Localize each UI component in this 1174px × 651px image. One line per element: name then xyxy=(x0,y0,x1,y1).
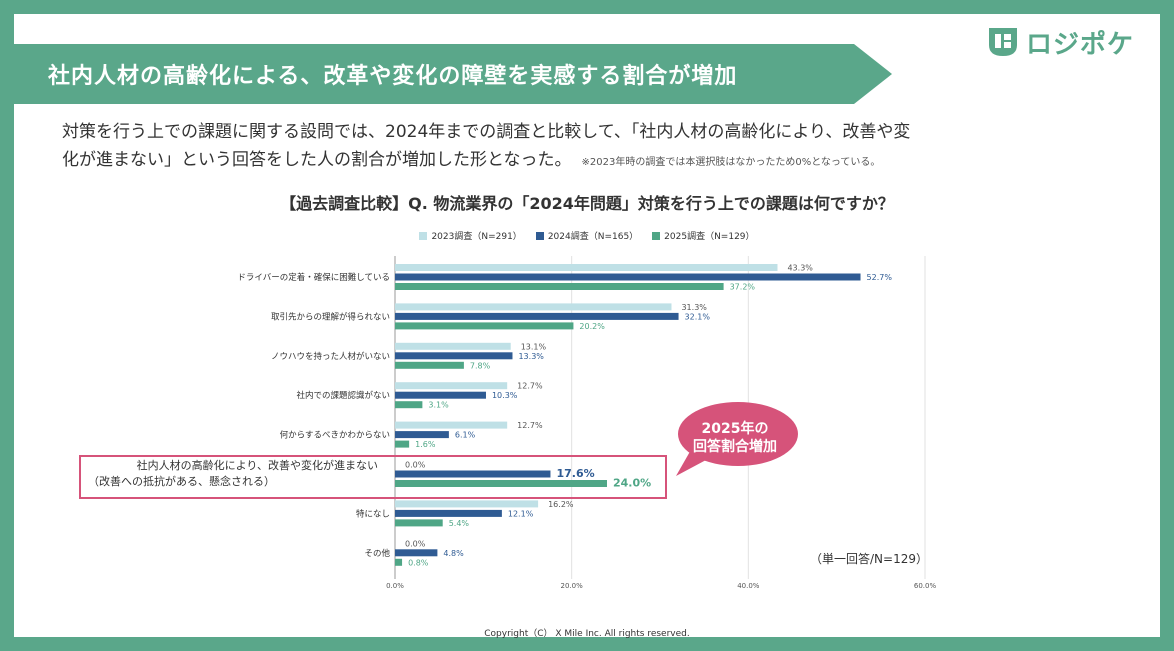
category-label: 何からするべきかわからない xyxy=(280,430,390,441)
data-label: 20.2% xyxy=(579,322,605,331)
chart-title: 【過去調査比較】Q. 物流業界の「2024年問題」対策を行う上での課題は何ですか… xyxy=(280,194,894,213)
bar xyxy=(395,342,511,350)
data-label: 12.1% xyxy=(508,509,534,518)
bar xyxy=(395,431,449,439)
data-label: 13.1% xyxy=(521,342,547,351)
callout-line-2: 回答割合増加 xyxy=(693,439,777,455)
data-label: 0.0% xyxy=(405,539,426,548)
data-label: 37.2% xyxy=(730,283,756,292)
category-label: ノウハウを持った人材がいない xyxy=(271,351,390,362)
slide: 社内人材の高齢化による、改革や変化の障壁を実感する割合が増加 ロジポケ 対策を行… xyxy=(14,14,1160,639)
bar xyxy=(395,509,502,517)
x-tick-label: 60.0% xyxy=(914,582,937,590)
legend-item-2025: 2025調査（N=129） xyxy=(652,229,755,242)
legend-label-2025: 2025調査（N=129） xyxy=(664,232,755,242)
legend-item-2024: 2024調査（N=165） xyxy=(535,229,639,242)
data-label: 7.8% xyxy=(470,361,491,370)
callout-text: 2025年の 回答割合増加 xyxy=(670,420,800,456)
bar xyxy=(395,401,423,409)
bar xyxy=(395,382,508,390)
data-label: 3.1% xyxy=(428,401,449,410)
bar xyxy=(395,470,551,478)
category-label: その他 xyxy=(364,548,390,559)
bar xyxy=(395,264,778,271)
data-label: 1.6% xyxy=(415,440,436,449)
bar-chart: 0.0% 20.0% 40.0% 60.0% ドライバーの定着・確保に困難している 43.… xyxy=(79,256,937,590)
legend-label-2024: 2024調査（N=165） xyxy=(547,232,639,242)
category-label: ドライバーの定着・確保に困難している xyxy=(237,272,390,283)
category-label: 社内での課題認識がない xyxy=(296,390,390,401)
brand-logo: ロジポケ xyxy=(986,22,1134,62)
legend-swatch-2025 xyxy=(652,231,661,240)
data-label: 13.3% xyxy=(518,352,544,361)
intro-note: ※2023年時の調査では本選択肢はなかったため0%となっている。 xyxy=(581,157,881,168)
bar xyxy=(395,273,861,281)
highlight-callout: 2025年の 回答割合増加 xyxy=(670,398,800,478)
legend-swatch-2024 xyxy=(535,231,544,240)
chart-legend: 2023調査（N=291） 2024調査（N=165） 2025調査（N=129… xyxy=(14,229,1160,242)
callout-bubble xyxy=(676,402,798,476)
category-sublabel: （改善への抵抗がある、懸念される） xyxy=(88,474,275,488)
intro-line-1: 対策を行う上での課題に関する設問では、2024年までの調査と比較して、「社内人材… xyxy=(62,122,911,142)
category-label: 特になし xyxy=(356,508,390,519)
bar xyxy=(395,361,464,369)
data-label: 12.7% xyxy=(517,382,543,391)
intro-text: 対策を行う上での課題に関する設問では、2024年までの調査と比較して、「社内人材… xyxy=(62,118,1142,177)
data-label: 6.1% xyxy=(455,431,476,440)
bar xyxy=(395,480,607,487)
data-label: 5.4% xyxy=(449,519,470,528)
bar xyxy=(395,549,438,557)
data-label: 52.7% xyxy=(867,273,893,282)
bar xyxy=(395,352,513,360)
data-label: 32.1% xyxy=(685,312,711,321)
bar xyxy=(395,558,403,566)
bar xyxy=(395,440,410,448)
data-label: 43.3% xyxy=(787,264,813,273)
data-label: 12.7% xyxy=(517,421,543,430)
logo-text: ロジポケ xyxy=(1026,29,1135,60)
data-label: 0.0% xyxy=(405,461,426,470)
data-label: 24.0% xyxy=(613,477,651,490)
legend-swatch-2023 xyxy=(419,231,428,240)
intro-line-2: 化が進まない」という回答をした人の割合が増加した形となった。 xyxy=(62,150,572,170)
page-title: 社内人材の高齢化による、改革や変化の障壁を実感する割合が増加 xyxy=(48,64,738,89)
category-label: 取引先からの理解が得られない xyxy=(271,311,390,322)
data-label: 0.8% xyxy=(408,558,429,567)
bar xyxy=(395,283,724,290)
callout-line-1: 2025年の xyxy=(701,421,769,437)
bar xyxy=(395,303,672,311)
legend-item-2023: 2023調査（N=291） xyxy=(419,229,522,242)
data-label: 17.6% xyxy=(556,467,594,480)
bar xyxy=(395,421,508,429)
bar xyxy=(395,500,539,508)
data-label: 4.8% xyxy=(443,549,464,558)
bar xyxy=(395,519,443,527)
highlight-box xyxy=(79,455,667,499)
data-label: 31.3% xyxy=(681,303,707,312)
data-label: 16.2% xyxy=(548,500,574,509)
x-tick-label: 0.0% xyxy=(386,582,404,590)
bar xyxy=(395,322,574,330)
unit-note: （単一回答/N=129） xyxy=(810,552,928,566)
x-tick-label: 20.0% xyxy=(561,582,584,590)
copyright: Copyright（C） X Mile Inc. All rights rese… xyxy=(484,629,690,639)
title-banner: 社内人材の高齢化による、改革や変化の障壁を実感する割合が増加 xyxy=(14,44,892,104)
logo-icon xyxy=(989,28,1017,56)
data-label: 10.3% xyxy=(492,391,518,400)
legend-label-2023: 2023調査（N=291） xyxy=(431,232,522,242)
bar xyxy=(395,391,486,399)
x-tick-label: 40.0% xyxy=(737,582,760,590)
category-label: 社内人材の高齢化により、改善や変化が進まない xyxy=(137,458,378,472)
bar xyxy=(395,312,679,320)
